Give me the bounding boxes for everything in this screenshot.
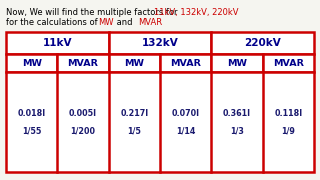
Text: 0.070I: 0.070I <box>172 109 200 118</box>
Text: 0.118I: 0.118I <box>274 109 302 118</box>
Bar <box>6 72 314 172</box>
Bar <box>160 54 211 72</box>
Text: 11kV: 11kV <box>43 38 72 48</box>
Bar <box>211 32 314 54</box>
Text: for the calculations of: for the calculations of <box>6 18 100 27</box>
Text: 1/9: 1/9 <box>281 127 295 136</box>
Text: MW: MW <box>124 58 144 68</box>
Bar <box>6 32 109 54</box>
Text: MVAR: MVAR <box>138 18 162 27</box>
Bar <box>57 54 109 72</box>
Text: 0.361I: 0.361I <box>223 109 251 118</box>
Text: 0.018I: 0.018I <box>18 109 46 118</box>
Text: Now, We will find the multiple factors for: Now, We will find the multiple factors f… <box>6 8 180 17</box>
Bar <box>263 54 314 72</box>
Text: MW: MW <box>22 58 42 68</box>
Text: 220kV: 220kV <box>244 38 281 48</box>
Text: 1/55: 1/55 <box>22 127 41 136</box>
Text: 11kV, 132kV, 220kV: 11kV, 132kV, 220kV <box>154 8 238 17</box>
Text: and: and <box>114 18 135 27</box>
Text: MVAR: MVAR <box>170 58 201 68</box>
Text: 132kV: 132kV <box>142 38 178 48</box>
Bar <box>6 54 57 72</box>
Text: 1/200: 1/200 <box>70 127 95 136</box>
Text: 1/5: 1/5 <box>127 127 141 136</box>
Text: 1/14: 1/14 <box>176 127 195 136</box>
Bar <box>109 32 211 54</box>
Text: 0.217I: 0.217I <box>120 109 148 118</box>
Text: MW: MW <box>98 18 114 27</box>
Text: 0.005I: 0.005I <box>69 109 97 118</box>
Text: MVAR: MVAR <box>68 58 99 68</box>
Text: MVAR: MVAR <box>273 58 304 68</box>
Text: MW: MW <box>227 58 247 68</box>
Bar <box>109 54 160 72</box>
Bar <box>211 54 263 72</box>
Text: 1/3: 1/3 <box>230 127 244 136</box>
